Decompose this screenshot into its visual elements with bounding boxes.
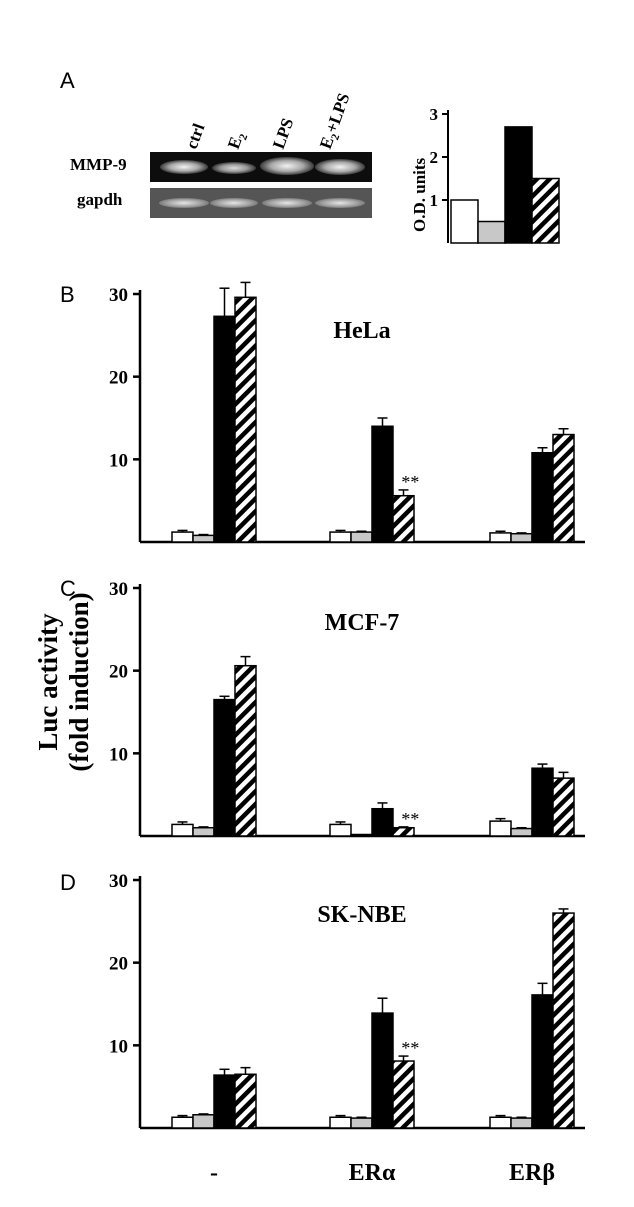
panel-b-bar-0-e2	[192, 534, 215, 543]
panel-b-bar-1-e2	[350, 531, 373, 543]
x-label-0: -	[210, 1160, 218, 1186]
panel-d: D SK-NBE 10 20 30 **	[60, 870, 585, 1130]
panel-d-letter: D	[60, 870, 76, 895]
panel-d-bar-1-ctrl	[329, 1116, 352, 1129]
od-bar-chart: 1 2 3	[430, 105, 560, 244]
panel-d-bar-2-lps	[531, 994, 554, 1129]
panel-b-bar-1-lps	[371, 425, 394, 543]
panel-d-bar-1-e2	[350, 1117, 373, 1129]
panel-d-bar-2-ctrl	[489, 1116, 512, 1129]
lane-label-lps: LPS	[269, 116, 298, 152]
panel-c-bar-1-ctrl	[329, 823, 352, 837]
panel-b-bar-1-e2-lps	[392, 494, 415, 543]
row-label-gapdh: gapdh	[77, 190, 123, 209]
panel-c-bar-0-lps	[213, 698, 236, 837]
band-gapdh-lps	[262, 198, 312, 208]
lane-label-e2-lps: E2+LPS	[316, 91, 356, 153]
lane-label-ctrl: ctrl	[182, 121, 209, 152]
panel-b-ytick-label-30: 30	[109, 285, 128, 306]
panel-b-bar-2-e2	[510, 532, 533, 543]
od-ytick-label-1: 1	[430, 191, 439, 210]
panel-b-bar-0-e2-lps	[234, 296, 257, 543]
panel-d-ytick-label-10: 10	[109, 1036, 128, 1057]
panel-letter-a: A	[60, 68, 75, 93]
panel-c-letter: C	[60, 576, 76, 601]
shared-ylabel-line1: Luc activity	[33, 613, 63, 751]
panel-d-bar-2-e2	[510, 1117, 533, 1129]
panel-d-bar-2-e2-lps	[552, 912, 575, 1129]
band-gapdh-ctrl	[159, 198, 209, 208]
od-bar-e2	[477, 220, 506, 244]
panel-b-significance-mark: **	[401, 472, 419, 492]
panel-b-bar-2-lps	[531, 451, 554, 543]
gel-lane-labels: ctrl E2 LPS E2+LPS	[182, 91, 356, 153]
od-bar-e2-lps	[531, 177, 560, 244]
band-gapdh-e2	[210, 198, 258, 208]
band-mmp9-e2lps	[315, 159, 365, 175]
panel-c-bar-2-ctrl	[489, 820, 512, 837]
gel-mmp9-bands	[160, 157, 365, 175]
panel-b-bar-2-e2-lps	[552, 433, 575, 543]
od-bar-lps	[504, 126, 533, 244]
panel-c-bar-2-e2-lps	[552, 777, 575, 837]
panel-b-ytick-label-20: 20	[109, 368, 128, 389]
panel-d-ytick-label-20: 20	[109, 954, 128, 975]
od-ylabel: O.D. units	[410, 157, 429, 232]
x-label-2: ERβ	[509, 1160, 555, 1186]
panel-c-significance-mark: **	[401, 809, 419, 829]
panel-c-bar-0-e2-lps	[234, 664, 257, 837]
panel-d-bar-0-e2-lps	[234, 1073, 257, 1129]
panel-c: C MCF-7 10 20 30 **	[60, 576, 585, 838]
panel-c-title: MCF-7	[325, 610, 400, 636]
band-mmp9-lps	[260, 157, 314, 175]
band-mmp9-e2	[212, 162, 256, 174]
panel-b-title: HeLa	[333, 318, 390, 344]
panel-d-significance-mark: **	[401, 1038, 419, 1058]
panel-c-bar-2-e2	[510, 827, 533, 837]
x-label-1: ERα	[349, 1160, 396, 1186]
row-label-mmp9: MMP-9	[70, 155, 127, 174]
band-mmp9-ctrl	[160, 160, 208, 174]
panel-b-ytick-label-10: 10	[109, 450, 128, 471]
panel-d-bar-0-e2	[192, 1114, 215, 1129]
panel-c-bar-1-lps	[371, 807, 394, 837]
band-gapdh-e2lps	[315, 198, 365, 208]
panel-d-title: SK-NBE	[317, 902, 406, 928]
od-bar-ctrl	[450, 199, 479, 244]
panel-d-bar-0-ctrl	[171, 1116, 194, 1129]
od-ytick-label-2: 2	[430, 148, 439, 167]
panel-b-bar-2-ctrl	[489, 532, 512, 543]
panel-c-bar-1-e2-lps	[392, 826, 415, 837]
panel-d-bar-1-lps	[371, 1012, 394, 1129]
panel-b: B HeLa 10 20 30 **	[60, 281, 585, 544]
panel-b-bar-0-lps	[213, 315, 236, 543]
panel-b-bar-1-ctrl	[329, 531, 352, 543]
panel-d-bar-1-e2-lps	[392, 1060, 415, 1129]
panel-d-bar-0-lps	[213, 1074, 236, 1129]
panel-c-bar-1-e2	[350, 833, 373, 837]
gel-gapdh-bands	[159, 198, 365, 208]
panel-c-bar-2-lps	[531, 767, 554, 837]
panel-b-bar-0-ctrl	[171, 531, 194, 543]
panel-d-ytick-label-30: 30	[109, 871, 128, 892]
x-category-labels: - ERα ERβ	[210, 1160, 555, 1186]
panel-c-ytick-label-10: 10	[109, 744, 128, 765]
lane-label-e2: E2	[224, 129, 251, 153]
panel-c-bar-0-ctrl	[171, 823, 194, 837]
panel-c-ytick-label-30: 30	[109, 579, 128, 600]
shared-ylabel-line2: (fold induction)	[64, 592, 94, 771]
panel-c-bar-0-e2	[192, 826, 215, 837]
od-ytick-label-3: 3	[430, 105, 439, 124]
panel-c-ytick-label-20: 20	[109, 662, 128, 683]
panel-b-letter: B	[60, 282, 75, 307]
